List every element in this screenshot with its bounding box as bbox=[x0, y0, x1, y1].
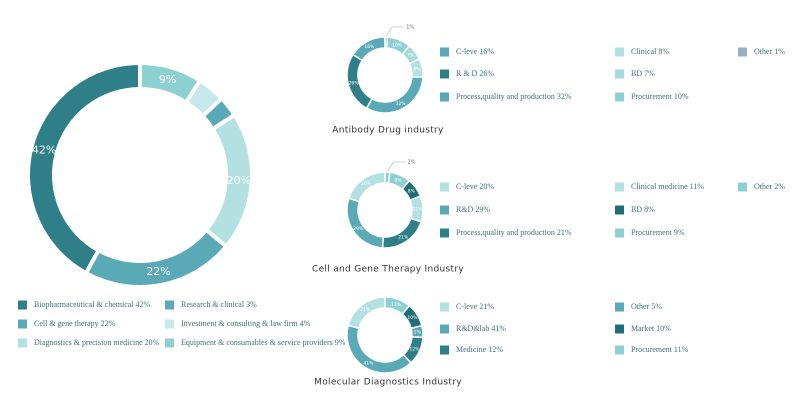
legend-swatch bbox=[165, 300, 174, 310]
value-label: 20% bbox=[227, 174, 251, 187]
legend-label: Other 2% bbox=[754, 182, 785, 191]
value-label: 11% bbox=[412, 206, 423, 212]
legend-label: Medicine 12% bbox=[456, 345, 503, 354]
value-label: 29% bbox=[353, 226, 364, 232]
slice bbox=[384, 296, 411, 316]
legend-label: Market 10% bbox=[631, 324, 671, 333]
slice bbox=[365, 75, 424, 114]
legend-swatch bbox=[738, 47, 747, 57]
legend-swatch bbox=[440, 69, 449, 79]
legend-swatch bbox=[615, 182, 624, 192]
slice bbox=[138, 60, 203, 106]
legend-label: Procurement 11% bbox=[631, 345, 689, 354]
legend-label: Cell & gene therapy 22% bbox=[34, 319, 116, 328]
value-label: 42% bbox=[32, 143, 56, 156]
legend-label: R&D&lab 41% bbox=[456, 324, 506, 333]
legend-swatch bbox=[615, 345, 624, 355]
slice bbox=[83, 227, 230, 289]
legend-swatch bbox=[440, 345, 449, 355]
legend-label: Procurement 10% bbox=[631, 92, 689, 101]
legend-swatch bbox=[165, 319, 174, 329]
legend-swatch bbox=[440, 182, 449, 192]
legend-swatch bbox=[615, 228, 624, 238]
legend-label: R & D 26% bbox=[456, 69, 494, 78]
legend-swatch bbox=[18, 300, 27, 310]
value-label: 16% bbox=[364, 44, 375, 50]
slice bbox=[384, 171, 391, 185]
value-label: 26% bbox=[349, 81, 360, 87]
legend-swatch bbox=[18, 319, 27, 329]
chart-title: Antibody Drug industry bbox=[332, 126, 444, 136]
legend-label: R&D 29% bbox=[456, 205, 490, 214]
legend-label: Process,quality and production 21% bbox=[456, 228, 572, 237]
legend-label: Biopharmaceutical & chemical 42% bbox=[34, 300, 151, 309]
value-label: 10% bbox=[392, 42, 403, 48]
legend-swatch bbox=[615, 69, 624, 79]
legend-label: C-leve 20% bbox=[456, 182, 494, 191]
chart-title: Cell and Gene Therapy Industry bbox=[312, 265, 464, 275]
value-label: 21% bbox=[398, 234, 409, 240]
legend-label: Investment & consulting & law firm 4% bbox=[181, 319, 311, 328]
legend-swatch bbox=[440, 302, 449, 312]
value-label: 8% bbox=[408, 188, 416, 194]
value-label: 1% bbox=[406, 25, 414, 31]
value-label: 9% bbox=[394, 178, 402, 184]
legend-swatch bbox=[738, 182, 747, 192]
legend-label: Clinical 8% bbox=[631, 47, 669, 56]
legend-label: Procurement 9% bbox=[631, 228, 685, 237]
legend-label: Process,quality and production 32% bbox=[456, 92, 572, 101]
value-label: 11% bbox=[391, 302, 402, 308]
legend-swatch bbox=[615, 324, 624, 334]
legend-label: C-leve 16% bbox=[456, 47, 494, 56]
legend-label: Research & clinical 3% bbox=[181, 300, 257, 309]
legend-label: BD 7% bbox=[631, 69, 655, 78]
chart-title: Molecular Diagnostics Industry bbox=[314, 378, 462, 388]
slice bbox=[384, 36, 389, 49]
value-label: 8% bbox=[413, 66, 421, 72]
legend-swatch bbox=[440, 324, 449, 334]
value-label: 5% bbox=[414, 329, 422, 335]
slice bbox=[26, 60, 142, 276]
legend-swatch bbox=[615, 205, 624, 215]
value-label: 10% bbox=[407, 315, 418, 321]
value-label: 9% bbox=[159, 73, 176, 86]
legend-label: Other 1% bbox=[754, 47, 785, 56]
legend-label: Diagnostics & precision medicine 20% bbox=[34, 338, 160, 347]
value-label: 20% bbox=[361, 181, 372, 187]
slice bbox=[381, 217, 423, 249]
legend-label: Other 5% bbox=[631, 302, 662, 311]
legend-swatch bbox=[615, 302, 624, 312]
legend-label: Clinical medicine 11% bbox=[631, 182, 704, 191]
legend-swatch bbox=[615, 47, 624, 57]
legend-swatch bbox=[165, 338, 174, 348]
slice bbox=[346, 324, 413, 374]
legend-swatch bbox=[18, 338, 27, 348]
legend-label: Equipment & consumables & service provid… bbox=[181, 338, 346, 347]
legend-swatch bbox=[440, 228, 449, 238]
value-label: 12% bbox=[409, 346, 420, 352]
value-label: 41% bbox=[363, 360, 374, 366]
legend-swatch bbox=[440, 47, 449, 57]
leader-line bbox=[385, 26, 405, 37]
leader-line bbox=[387, 161, 406, 172]
value-label: 22% bbox=[146, 265, 170, 278]
legend-label: C-leve 21% bbox=[456, 302, 494, 311]
slice bbox=[346, 197, 385, 249]
legend-swatch bbox=[615, 92, 624, 102]
legend-swatch bbox=[440, 205, 449, 215]
value-label: 21% bbox=[360, 307, 371, 313]
legend-swatch bbox=[440, 92, 449, 102]
value-label: 2% bbox=[407, 160, 415, 166]
value-label: 32% bbox=[396, 101, 407, 107]
value-label: 7% bbox=[407, 53, 415, 59]
legend-label: BD 8% bbox=[631, 205, 655, 214]
